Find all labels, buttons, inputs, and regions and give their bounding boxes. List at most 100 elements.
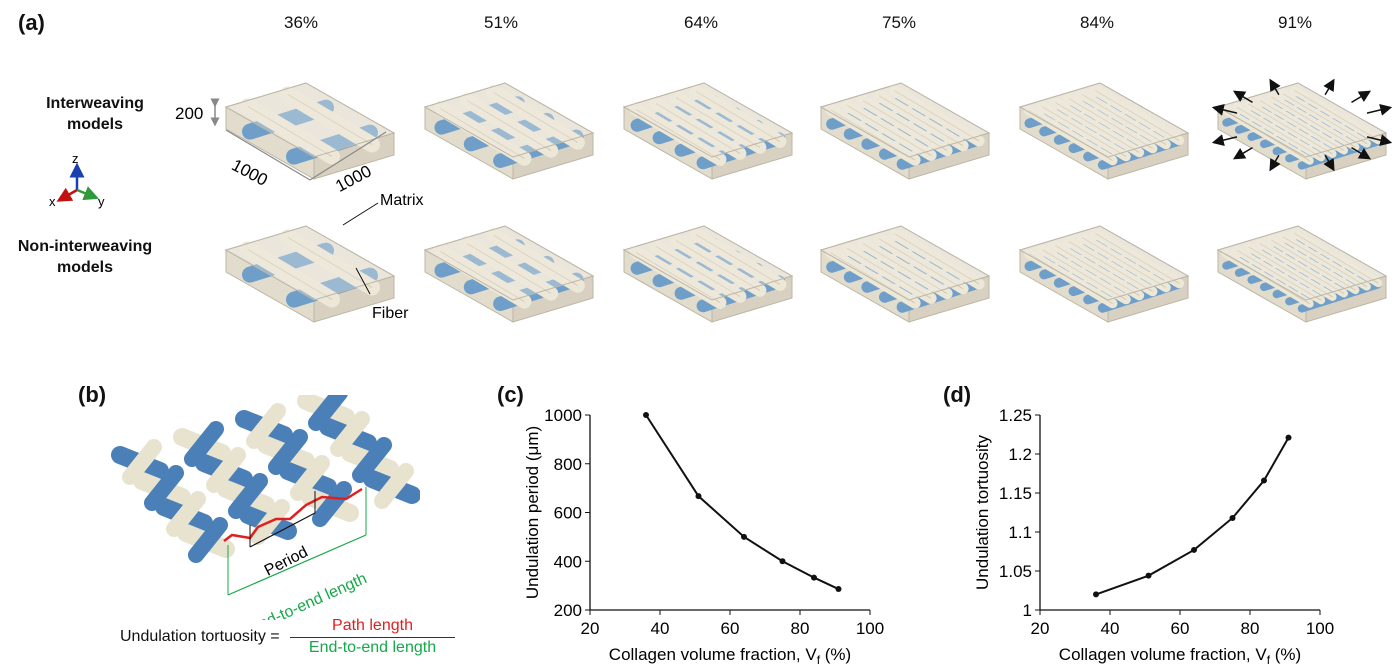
weave-fiber-blue xyxy=(144,465,184,511)
row-label-noninterweaving-line1: Non-interweaving xyxy=(17,238,153,255)
x-tick-label: 60 xyxy=(1171,619,1190,638)
data-point xyxy=(643,412,649,418)
matrix-overlay xyxy=(1018,82,1190,158)
matrix-overlay xyxy=(224,225,396,301)
matrix-overlay xyxy=(1216,225,1388,301)
fiber-cream-edge xyxy=(1259,100,1345,151)
fiber-cream-edge xyxy=(846,247,932,299)
x-tick-label: 100 xyxy=(856,619,884,638)
fiber-cream-edge xyxy=(1055,102,1140,153)
panel-b-label: (b) xyxy=(78,382,107,407)
fraction-bar xyxy=(290,637,455,638)
fiber-cream-edge xyxy=(1271,239,1356,291)
tension-arrow xyxy=(1269,154,1281,172)
chart-undulation-period: 20 40 60 80 100 200 400 600 800 1000 Collagen volu… xyxy=(523,406,884,667)
panel-c-label: (c) xyxy=(497,382,524,407)
weave-fiber-blue xyxy=(308,395,348,431)
interweaving-model-36pct xyxy=(224,82,396,180)
y-tick-label: 1 xyxy=(1023,601,1032,620)
tension-arrows xyxy=(1211,78,1393,172)
fiber-cream-edge xyxy=(635,252,721,303)
tension-arrow xyxy=(1323,154,1335,172)
fiber-cream-edge xyxy=(846,104,932,156)
matrix-label: Matrix xyxy=(380,192,424,209)
y-tick-label: 1.1 xyxy=(1008,523,1032,542)
axis-x-label: x xyxy=(49,194,56,209)
weave-diagram: Period End-to-end length xyxy=(111,395,420,620)
fiber-cream-edge xyxy=(247,249,333,300)
x-axis-label-tail: (%) xyxy=(1270,645,1301,664)
noninterweaving-model-64pct xyxy=(622,225,794,323)
matrix-overlay xyxy=(622,225,794,301)
fiber-cream-edge xyxy=(466,243,552,294)
fiber-cream-edge xyxy=(695,91,781,142)
fiber-cream-edge xyxy=(655,103,741,154)
weave-fiber-blue xyxy=(228,473,268,519)
x-tick-label: 40 xyxy=(1101,619,1120,638)
fiber-cream-edge xyxy=(862,243,948,294)
fiber-cream-edge xyxy=(894,90,980,142)
y-tick-label: 600 xyxy=(554,504,582,523)
noninterweaving-model-51pct xyxy=(423,225,595,323)
fiber-label: Fiber xyxy=(372,305,409,322)
fiber-cream-edge xyxy=(878,95,964,147)
tortuosity-formula-lhs: Undulation tortuosity = xyxy=(120,628,280,645)
x-tick-label: 20 xyxy=(1031,619,1050,638)
panel-d-label: (d) xyxy=(943,382,972,407)
row-label-interweaving-line2: models xyxy=(66,116,123,133)
fiber-cream-edge xyxy=(466,100,552,151)
interweaving-model-75pct xyxy=(819,82,991,180)
fiber-cream-edge xyxy=(247,106,333,157)
matrix-overlay xyxy=(423,82,595,158)
tension-arrow xyxy=(1366,104,1393,116)
fiber-cream-edge xyxy=(1248,103,1333,155)
row-label-interweaving: Interweaving models xyxy=(20,93,170,135)
vf-label-91: 91% xyxy=(1277,13,1313,32)
fiber-cream-edge xyxy=(1041,106,1127,157)
matrix-overlay xyxy=(423,225,595,301)
vf-label-64: 64% xyxy=(683,13,719,32)
y-axis-label: Undulation period (μm) xyxy=(523,426,542,599)
weave-fiber-blue xyxy=(268,429,308,475)
fiber-cream-edge xyxy=(1081,94,1167,145)
x-tick-label: 80 xyxy=(791,619,810,638)
fiber-cream-edge xyxy=(1259,243,1345,294)
vf-label-84: 84% xyxy=(1079,13,1115,32)
x-axis-label-main: Collagen volume fraction, V xyxy=(1059,645,1268,664)
model-images: 200 1000 1000 z x y Matrix Fiber xyxy=(49,78,1393,323)
weave-fiber-cream xyxy=(330,411,370,457)
interweaving-model-51pct xyxy=(423,82,595,180)
x-tick-label: 60 xyxy=(721,619,740,638)
fiber-cream-edge xyxy=(1068,98,1153,149)
data-point xyxy=(1229,514,1236,521)
matrix-overlay xyxy=(819,82,991,158)
fiber-cream-edge xyxy=(1095,90,1180,141)
x-axis-label: Collagen volume fraction, Vf (%) xyxy=(1059,645,1301,667)
interweaving-model-84pct xyxy=(1018,82,1190,180)
volume-fraction-header: 36% 51% 64% 75% 84% 91% xyxy=(0,0,1395,40)
path-length-line xyxy=(223,487,363,542)
weave-fiber-cream xyxy=(206,447,246,493)
matrix-overlay xyxy=(1018,225,1190,301)
weave-fiber-blue xyxy=(188,517,228,563)
tension-arrow xyxy=(1351,146,1372,160)
x-axis-label-sub: f xyxy=(1267,653,1271,667)
x-tick-label: 80 xyxy=(1241,619,1260,638)
y-tick-label: 1.15 xyxy=(999,484,1032,503)
data-point xyxy=(741,533,747,540)
tension-arrow xyxy=(1366,134,1393,146)
weave-fiber-blue xyxy=(184,421,224,467)
interweaving-model-64pct xyxy=(622,82,794,180)
end-to-end-label: End-to-end length xyxy=(246,570,369,620)
data-point xyxy=(779,558,786,565)
axis-y-label: y xyxy=(98,194,105,209)
tension-arrow xyxy=(1323,78,1335,96)
noninterweaving-model-36pct xyxy=(224,225,396,323)
dim-length-1: 1000 xyxy=(228,155,270,190)
x-axis-label-tail: (%) xyxy=(820,645,851,664)
fiber-cream-edge xyxy=(862,100,948,151)
fiber-cream-edge xyxy=(830,109,916,161)
weave-fiber-cream xyxy=(122,439,162,485)
fiber-cream-edge xyxy=(894,233,980,285)
axis-z-label: z xyxy=(72,151,79,166)
